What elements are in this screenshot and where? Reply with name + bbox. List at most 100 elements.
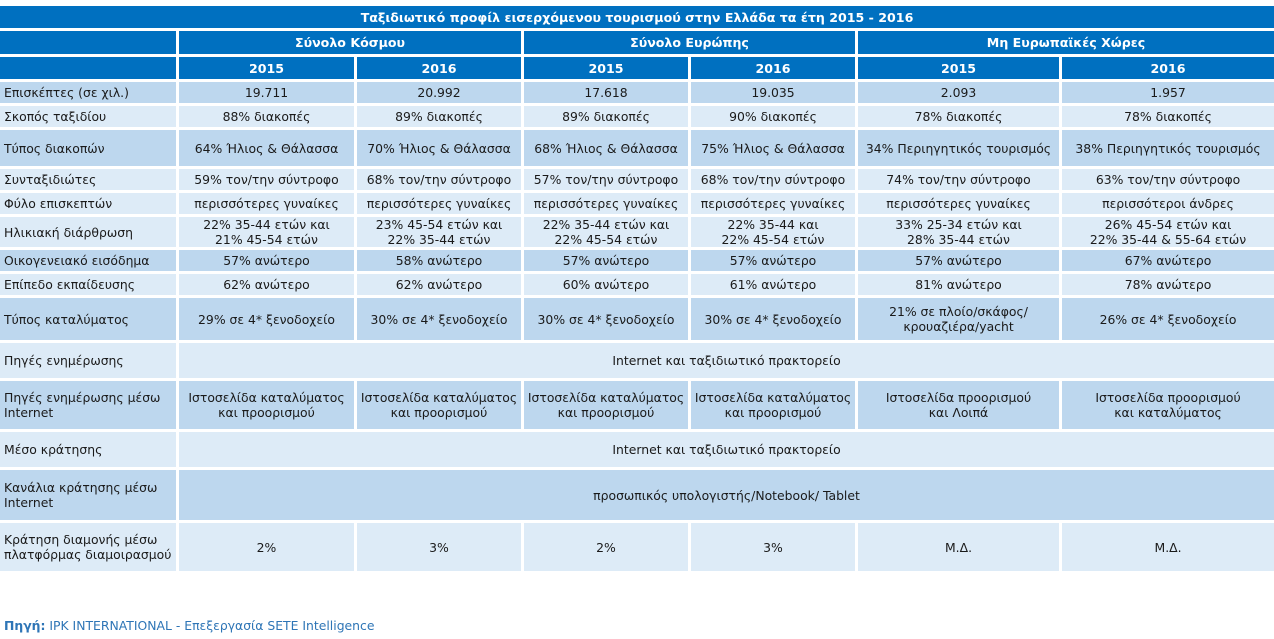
row-label: Πηγές ενημέρωσης μέσω Internet xyxy=(0,381,176,429)
cell-line: 29% σε 4* ξενοδοχείο xyxy=(198,311,335,327)
table-cell: 2.093 xyxy=(858,82,1059,103)
table-cell: 3% xyxy=(691,523,855,571)
table-cell: 62% ανώτερο xyxy=(357,274,521,295)
row-label: Πηγές ενημέρωσης xyxy=(0,343,176,378)
row-label: Επίπεδο εκπαίδευσης xyxy=(0,274,176,295)
cell-line: Ιστοσελίδα προορισμού xyxy=(885,390,1032,405)
region-header-empty xyxy=(0,31,176,54)
table-cell: 58% ανώτερο xyxy=(357,250,521,271)
table-cell: 57% ανώτερο xyxy=(179,250,354,271)
table-cell: 34% Περιηγητικός τουρισμός xyxy=(858,130,1059,166)
table-cell: 2% xyxy=(524,523,688,571)
table-cell: περισσότερες γυναίκες xyxy=(858,193,1059,214)
table-cell: 78% ανώτερο xyxy=(1062,274,1274,295)
cell-line: και προορισμού xyxy=(724,405,822,420)
cell-line: 28% 35-44 ετών xyxy=(907,232,1010,247)
table-cell: Μ.Δ. xyxy=(858,523,1059,571)
row-label: Ηλικιακή διάρθρωση xyxy=(0,217,176,247)
table-row: Οικογενειακό εισόδημα 57% ανώτερο 58% ανώτ… xyxy=(0,250,1274,271)
table-cell: 30% σε 4* ξενοδοχείο xyxy=(691,298,855,340)
year-header: 2016 xyxy=(691,57,855,79)
cell-line: 26% σε 4* ξενοδοχείο xyxy=(1099,311,1237,327)
table-cell: 68% τον/την σύντροφο xyxy=(691,169,855,190)
table-cell: 1.957 xyxy=(1062,82,1274,103)
table-row: Τύπος διακοπών 64% Ήλιος & Θάλασσα 70% Ήλι… xyxy=(0,130,1274,166)
row-label: Συνταξιδιώτες xyxy=(0,169,176,190)
cell-line: 30% σε 4* ξενοδοχείο xyxy=(704,311,842,327)
source-label: Πηγή: xyxy=(4,618,46,633)
table-cell: 62% ανώτερο xyxy=(179,274,354,295)
source-text: IPK INTERNATIONAL - Επεξεργασία SETE Int… xyxy=(45,618,375,633)
cell-line: 21% 45-54 ετών xyxy=(215,232,318,247)
cell-line: 22% 45-54 ετών xyxy=(554,232,658,247)
table-cell: 23% 45-54 ετών και 22% 35-44 ετών xyxy=(357,217,521,247)
table-cell: περισσότερες γυναίκες xyxy=(691,193,855,214)
table-cell: 3% xyxy=(357,523,521,571)
table-cell: 17.618 xyxy=(524,82,688,103)
year-header: 2016 xyxy=(1062,57,1274,79)
table-cell: 59% τον/την σύντροφο xyxy=(179,169,354,190)
cell-line: και προορισμού xyxy=(218,405,315,420)
year-header-empty xyxy=(0,57,176,79)
region-header-europe: Σύνολο Ευρώπης xyxy=(524,31,855,54)
cell-line: και προορισμού xyxy=(390,405,488,420)
table-cell: 22% 35-44 ετών και 21% 45-54 ετών xyxy=(179,217,354,247)
table-cell: 81% ανώτερο xyxy=(858,274,1059,295)
cell-line: και Λοιπά xyxy=(928,405,989,420)
tourism-profile-table: Ταξιδιωτικό προφίλ εισερχόμενου τουρισμο… xyxy=(0,3,1274,574)
table-cell: 2% xyxy=(179,523,354,571)
table-row: Τύπος καταλύματος 29% σε 4* ξενοδοχείο 30%… xyxy=(0,298,1274,340)
table-cell: 68% Ήλιος & Θάλασσα xyxy=(524,130,688,166)
table-cell: περισσότερες γυναίκες xyxy=(524,193,688,214)
cell-line: και προορισμού xyxy=(557,405,655,420)
year-header: 2015 xyxy=(179,57,354,79)
table-cell: 70% Ήλιος & Θάλασσα xyxy=(357,130,521,166)
row-label: Μέσο κράτησης xyxy=(0,432,176,467)
cell-line: Ιστοσελίδα καταλύματος xyxy=(527,390,685,405)
table-cell: 22% 35-44 ετών και 22% 45-54 ετών xyxy=(524,217,688,247)
table-cell: 26% 45-54 ετών και 22% 35-44 & 55-64 ετών xyxy=(1062,217,1274,247)
year-header: 2015 xyxy=(858,57,1059,79)
region-header-row: Σύνολο Κόσμου Σύνολο Ευρώπης Μη Ευρωπαϊκ… xyxy=(0,31,1274,54)
table-body: Επισκέπτες (σε χιλ.) 19.711 20.992 17.618 19… xyxy=(0,82,1274,571)
table-row: Πηγές ενημέρωσης Internet και ταξιδιωτικό… xyxy=(0,343,1274,378)
table-cell: Ιστοσελίδα προορισμού και καταλύματος xyxy=(1062,381,1274,429)
table-cell: 60% ανώτερο xyxy=(524,274,688,295)
cell-line: 22% 35-44 & 55-64 ετών xyxy=(1089,232,1247,247)
table-cell: 22% 35-44 και 22% 45-54 ετών xyxy=(691,217,855,247)
table-cell: 57% ανώτερο xyxy=(858,250,1059,271)
table-cell: 26% σε 4* ξενοδοχείο xyxy=(1062,298,1274,340)
table-cell: Ιστοσελίδα προορισμού και Λοιπά xyxy=(858,381,1059,429)
table-cell: περισσότερες γυναίκες xyxy=(357,193,521,214)
table-cell: 74% τον/την σύντροφο xyxy=(858,169,1059,190)
row-label: Κράτηση διαμονής μέσω πλατφόρμας διαμοιρ… xyxy=(0,523,176,571)
row-label: Κανάλια κράτησης μέσω Internet xyxy=(0,470,176,520)
cell-line: Ιστοσελίδα καταλύματος xyxy=(360,390,518,405)
table-cell: 61% ανώτερο xyxy=(691,274,855,295)
table-row: Ηλικιακή διάρθρωση 22% 35-44 ετών και 21% … xyxy=(0,217,1274,247)
table-cell: 33% 25-34 ετών και 28% 35-44 ετών xyxy=(858,217,1059,247)
table-cell: 67% ανώτερο xyxy=(1062,250,1274,271)
table-row: Μέσο κράτησης Internet και ταξιδιωτικό πρ… xyxy=(0,432,1274,467)
table-cell: 63% τον/την σύντροφο xyxy=(1062,169,1274,190)
merged-cell: Internet και ταξιδιωτικό πρακτορείο xyxy=(179,432,1274,467)
table-cell: 90% διακοπές xyxy=(691,106,855,127)
cell-line: και καταλύματος xyxy=(1114,405,1222,420)
cell-line: 33% 25-34 ετών και xyxy=(895,217,1022,232)
table-cell: 78% διακοπές xyxy=(1062,106,1274,127)
table-row: Επίπεδο εκπαίδευσης 62% ανώτερο 62% ανώτερ… xyxy=(0,274,1274,295)
table-title: Ταξιδιωτικό προφίλ εισερχόμενου τουρισμο… xyxy=(0,6,1274,28)
merged-cell: Internet και ταξιδιωτικό πρακτορείο xyxy=(179,343,1274,378)
cell-line: 30% σε 4* ξενοδοχείο xyxy=(537,311,675,327)
table-cell: 89% διακοπές xyxy=(524,106,688,127)
table-row: Κράτηση διαμονής μέσω πλατφόρμας διαμοιρ… xyxy=(0,523,1274,571)
cell-line: 22% 35-44 και xyxy=(727,217,819,232)
table-cell: 75% Ήλιος & Θάλασσα xyxy=(691,130,855,166)
table-cell: Ιστοσελίδα καταλύματος και προορισμού xyxy=(357,381,521,429)
table-row: Σκοπός ταξιδίου 88% διακοπές 89% διακοπές 8… xyxy=(0,106,1274,127)
year-header: 2016 xyxy=(357,57,521,79)
table-cell: Ιστοσελίδα καταλύματος και προορισμού xyxy=(524,381,688,429)
table-cell: 21% σε πλοίο/σκάφος/κρουαζιέρα/yacht xyxy=(858,298,1059,340)
table-cell: 64% Ήλιος & Θάλασσα xyxy=(179,130,354,166)
table-cell: περισσότερες γυναίκες xyxy=(179,193,354,214)
